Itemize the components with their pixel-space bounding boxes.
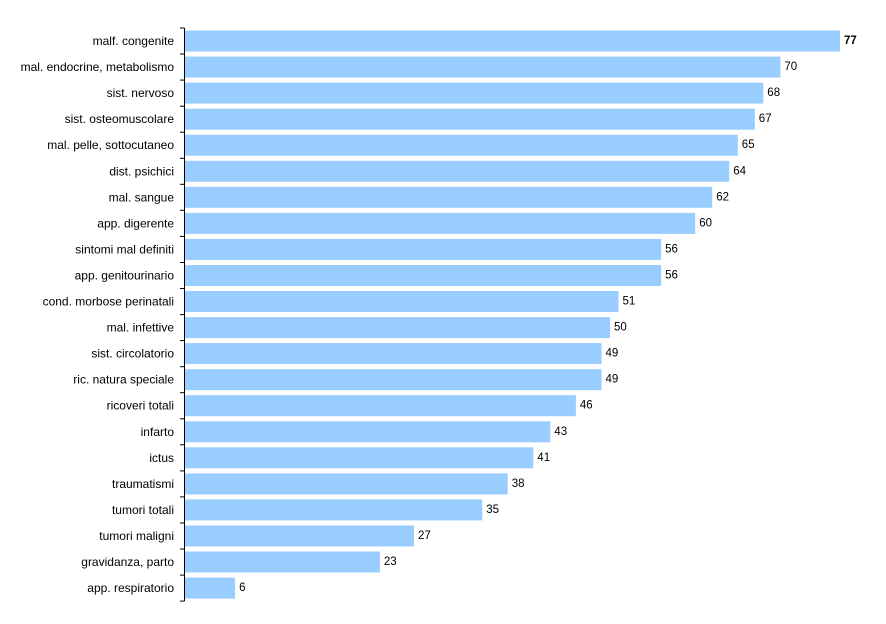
value-labels-group: 77 70 68 67 65 64 62 60 56 56 51 50 49 49 46 43 41 38 35 27…	[239, 35, 857, 594]
value-label: 51	[623, 296, 636, 308]
bar-tumori-totali	[184, 499, 483, 521]
value-label: 46	[580, 400, 593, 412]
category-label: malf. congenite	[93, 34, 175, 48]
value-label: 77	[844, 35, 857, 47]
value-label: 50	[614, 322, 627, 334]
category-label: tumori totali	[112, 503, 174, 517]
bar-sist-osteomuscolare	[184, 108, 755, 130]
y-axis	[180, 27, 185, 602]
bar-ictus	[184, 447, 534, 469]
value-label: 67	[759, 113, 772, 125]
category-label: ric. natura speciale	[73, 373, 174, 387]
bars-group	[184, 30, 840, 599]
category-label: ricoveri totali	[107, 399, 174, 413]
bar-infarto	[184, 421, 551, 443]
value-label: 38	[512, 478, 525, 490]
category-label: app. digerente	[97, 216, 174, 230]
value-label: 64	[733, 165, 746, 177]
bar-sist-nervoso	[184, 82, 764, 104]
value-label: 41	[537, 452, 550, 464]
category-label: sintomi mal definiti	[75, 242, 174, 256]
category-labels-group: malf. congenite mal. endocrine, metabolis…	[21, 34, 175, 595]
category-label: mal. pelle, sottocutaneo	[47, 138, 174, 152]
category-label: mal. sangue	[109, 190, 175, 204]
bar-app-digerente	[184, 212, 696, 234]
bar-mal-endocrine-metabolismo	[184, 56, 781, 78]
value-label: 56	[665, 270, 678, 282]
bar-app-genitourinario	[184, 265, 662, 286]
bar-mal-infettive	[184, 317, 610, 339]
category-label: mal. infettive	[107, 321, 175, 335]
value-label: 62	[716, 191, 729, 203]
category-label: infarto	[141, 425, 175, 439]
category-label: mal. endocrine, metabolismo	[21, 60, 175, 74]
value-label: 70	[784, 61, 797, 73]
bar-mal-sangue	[184, 186, 713, 208]
category-label: traumatismi	[112, 477, 174, 491]
category-label: cond. morbose perinatali	[43, 295, 174, 309]
bar-dist-psichici	[184, 160, 730, 182]
value-label: 23	[384, 556, 397, 568]
category-label: tumori maligni	[99, 529, 174, 543]
category-label: ictus	[149, 451, 174, 465]
value-label: 27	[418, 530, 431, 542]
category-label: sist. circolatorio	[91, 347, 174, 361]
bar-sintomi-mal-definiti	[184, 238, 662, 260]
value-label: 35	[486, 504, 499, 516]
category-label: app. respiratorio	[87, 581, 174, 595]
bar-ric-natura-speciale	[184, 369, 602, 391]
value-label: 49	[606, 374, 619, 386]
category-label: gravidanza, parto	[81, 555, 174, 569]
bar-gravidanza-parto	[184, 551, 380, 573]
value-label: 65	[742, 139, 755, 151]
bar-sist-circolatorio	[184, 343, 602, 365]
category-label: dist. psichici	[109, 164, 174, 178]
category-label: sist. osteomuscolare	[65, 112, 175, 126]
value-label: 6	[239, 582, 245, 594]
bar-mal-pelle-sottocutaneo	[184, 134, 738, 156]
category-label: app. genitourinario	[75, 269, 175, 283]
bar-cond-morbose-perinatali	[184, 291, 619, 312]
bar-malf-congenite	[184, 30, 840, 52]
bar-traumatismi	[184, 473, 508, 495]
value-label: 68	[767, 87, 780, 99]
value-label: 56	[665, 243, 678, 255]
category-label: sist. nervoso	[107, 86, 175, 100]
value-label: 60	[699, 217, 712, 229]
bar-app-respiratorio	[184, 577, 236, 599]
bar-tumori-maligni	[184, 525, 414, 547]
value-label: 43	[554, 426, 567, 438]
value-label: 49	[606, 348, 619, 360]
bar-ricoveri-totali	[184, 395, 576, 417]
